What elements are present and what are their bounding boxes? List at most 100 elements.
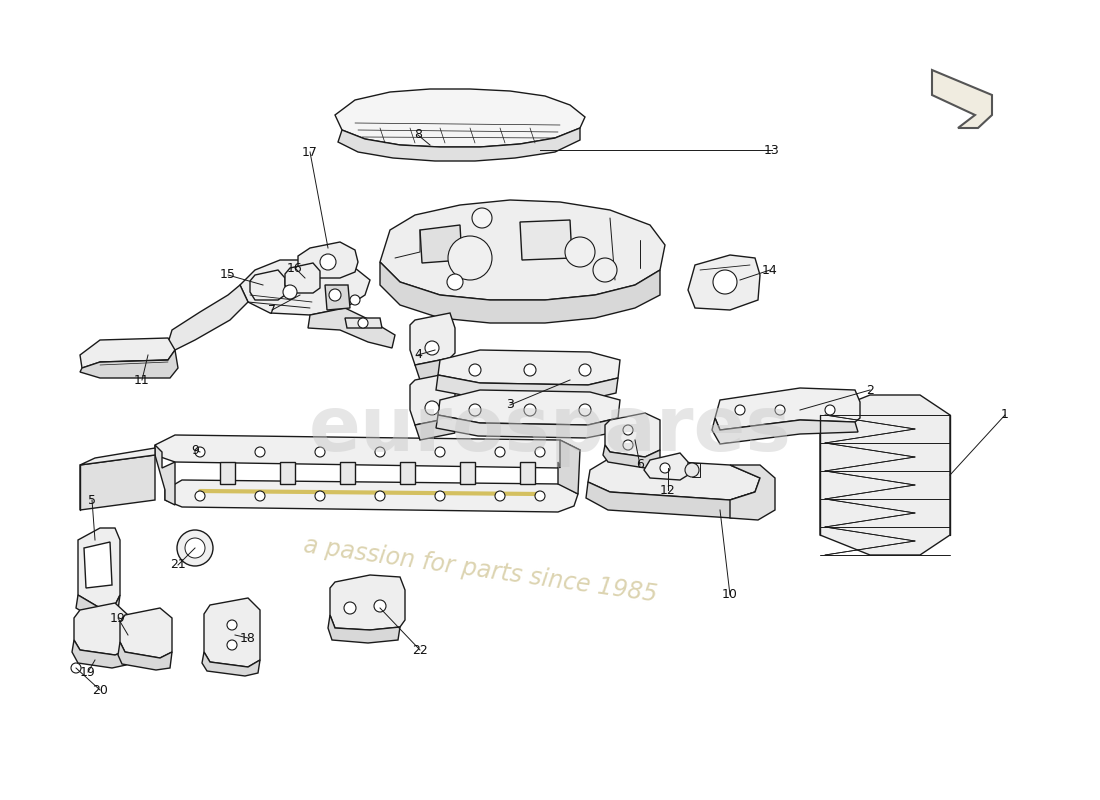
- Circle shape: [469, 404, 481, 416]
- Circle shape: [375, 491, 385, 501]
- Circle shape: [776, 405, 785, 415]
- Circle shape: [660, 463, 670, 473]
- Polygon shape: [340, 462, 355, 484]
- Polygon shape: [932, 70, 992, 128]
- Circle shape: [72, 663, 81, 673]
- Circle shape: [227, 620, 236, 630]
- Text: 22: 22: [412, 643, 428, 657]
- Polygon shape: [280, 462, 295, 484]
- Circle shape: [524, 404, 536, 416]
- Polygon shape: [436, 375, 618, 400]
- Circle shape: [565, 237, 595, 267]
- Polygon shape: [400, 462, 415, 484]
- Text: 15: 15: [220, 269, 235, 282]
- Circle shape: [227, 640, 236, 650]
- Circle shape: [469, 364, 481, 376]
- Circle shape: [434, 491, 446, 501]
- Polygon shape: [202, 652, 260, 676]
- Circle shape: [329, 289, 341, 301]
- Polygon shape: [78, 528, 120, 608]
- Polygon shape: [420, 225, 462, 263]
- Circle shape: [374, 600, 386, 612]
- Text: 4: 4: [414, 349, 422, 362]
- Text: 9: 9: [191, 443, 199, 457]
- Polygon shape: [285, 263, 320, 293]
- Polygon shape: [155, 445, 175, 505]
- Text: 2: 2: [866, 383, 873, 397]
- Text: 6: 6: [636, 458, 644, 471]
- Text: a passion for parts since 1985: a passion for parts since 1985: [301, 534, 659, 606]
- Polygon shape: [712, 418, 858, 444]
- Polygon shape: [379, 262, 660, 323]
- Text: 1: 1: [1001, 409, 1009, 422]
- Polygon shape: [80, 350, 178, 378]
- Circle shape: [320, 254, 336, 270]
- Text: 16: 16: [287, 262, 303, 274]
- Circle shape: [434, 447, 446, 457]
- Polygon shape: [603, 445, 660, 468]
- Polygon shape: [298, 242, 358, 278]
- Polygon shape: [715, 388, 860, 430]
- Text: 11: 11: [134, 374, 150, 386]
- Text: 5: 5: [88, 494, 96, 506]
- Circle shape: [358, 318, 368, 328]
- Polygon shape: [415, 418, 455, 440]
- Polygon shape: [84, 542, 112, 588]
- Circle shape: [350, 295, 360, 305]
- Circle shape: [579, 404, 591, 416]
- Polygon shape: [345, 318, 382, 328]
- Circle shape: [472, 208, 492, 228]
- Text: 13: 13: [764, 143, 780, 157]
- Polygon shape: [328, 615, 400, 643]
- Polygon shape: [460, 462, 475, 484]
- Circle shape: [255, 447, 265, 457]
- Circle shape: [535, 491, 544, 501]
- Polygon shape: [76, 595, 120, 620]
- Circle shape: [315, 491, 324, 501]
- Circle shape: [255, 491, 265, 501]
- Text: 19: 19: [110, 611, 125, 625]
- Circle shape: [685, 463, 698, 477]
- Polygon shape: [379, 200, 666, 300]
- Polygon shape: [688, 255, 760, 310]
- Circle shape: [579, 364, 591, 376]
- Polygon shape: [415, 358, 455, 380]
- Circle shape: [735, 405, 745, 415]
- Circle shape: [425, 401, 439, 415]
- Text: 20: 20: [92, 683, 108, 697]
- Circle shape: [177, 530, 213, 566]
- Text: 21: 21: [170, 558, 186, 571]
- Circle shape: [185, 538, 205, 558]
- Polygon shape: [308, 308, 395, 348]
- Polygon shape: [168, 285, 248, 350]
- Text: 7: 7: [268, 303, 276, 317]
- Text: 10: 10: [722, 589, 738, 602]
- Polygon shape: [80, 455, 155, 510]
- Text: 19: 19: [80, 666, 96, 678]
- Circle shape: [447, 274, 463, 290]
- Polygon shape: [520, 220, 572, 260]
- Polygon shape: [588, 458, 760, 500]
- Circle shape: [495, 447, 505, 457]
- Polygon shape: [204, 598, 260, 667]
- Polygon shape: [438, 390, 620, 425]
- Polygon shape: [165, 480, 578, 512]
- Polygon shape: [410, 313, 455, 365]
- Circle shape: [283, 285, 297, 299]
- Polygon shape: [730, 465, 776, 520]
- Polygon shape: [558, 440, 580, 494]
- Polygon shape: [118, 642, 172, 670]
- Polygon shape: [605, 413, 660, 457]
- Polygon shape: [120, 608, 172, 658]
- Polygon shape: [336, 89, 585, 147]
- Polygon shape: [250, 270, 285, 300]
- Polygon shape: [220, 462, 235, 484]
- Circle shape: [425, 341, 439, 355]
- Polygon shape: [436, 415, 618, 438]
- Circle shape: [623, 440, 632, 450]
- Polygon shape: [330, 575, 405, 630]
- Circle shape: [593, 258, 617, 282]
- Polygon shape: [240, 260, 370, 315]
- Text: 12: 12: [660, 483, 675, 497]
- Circle shape: [375, 447, 385, 457]
